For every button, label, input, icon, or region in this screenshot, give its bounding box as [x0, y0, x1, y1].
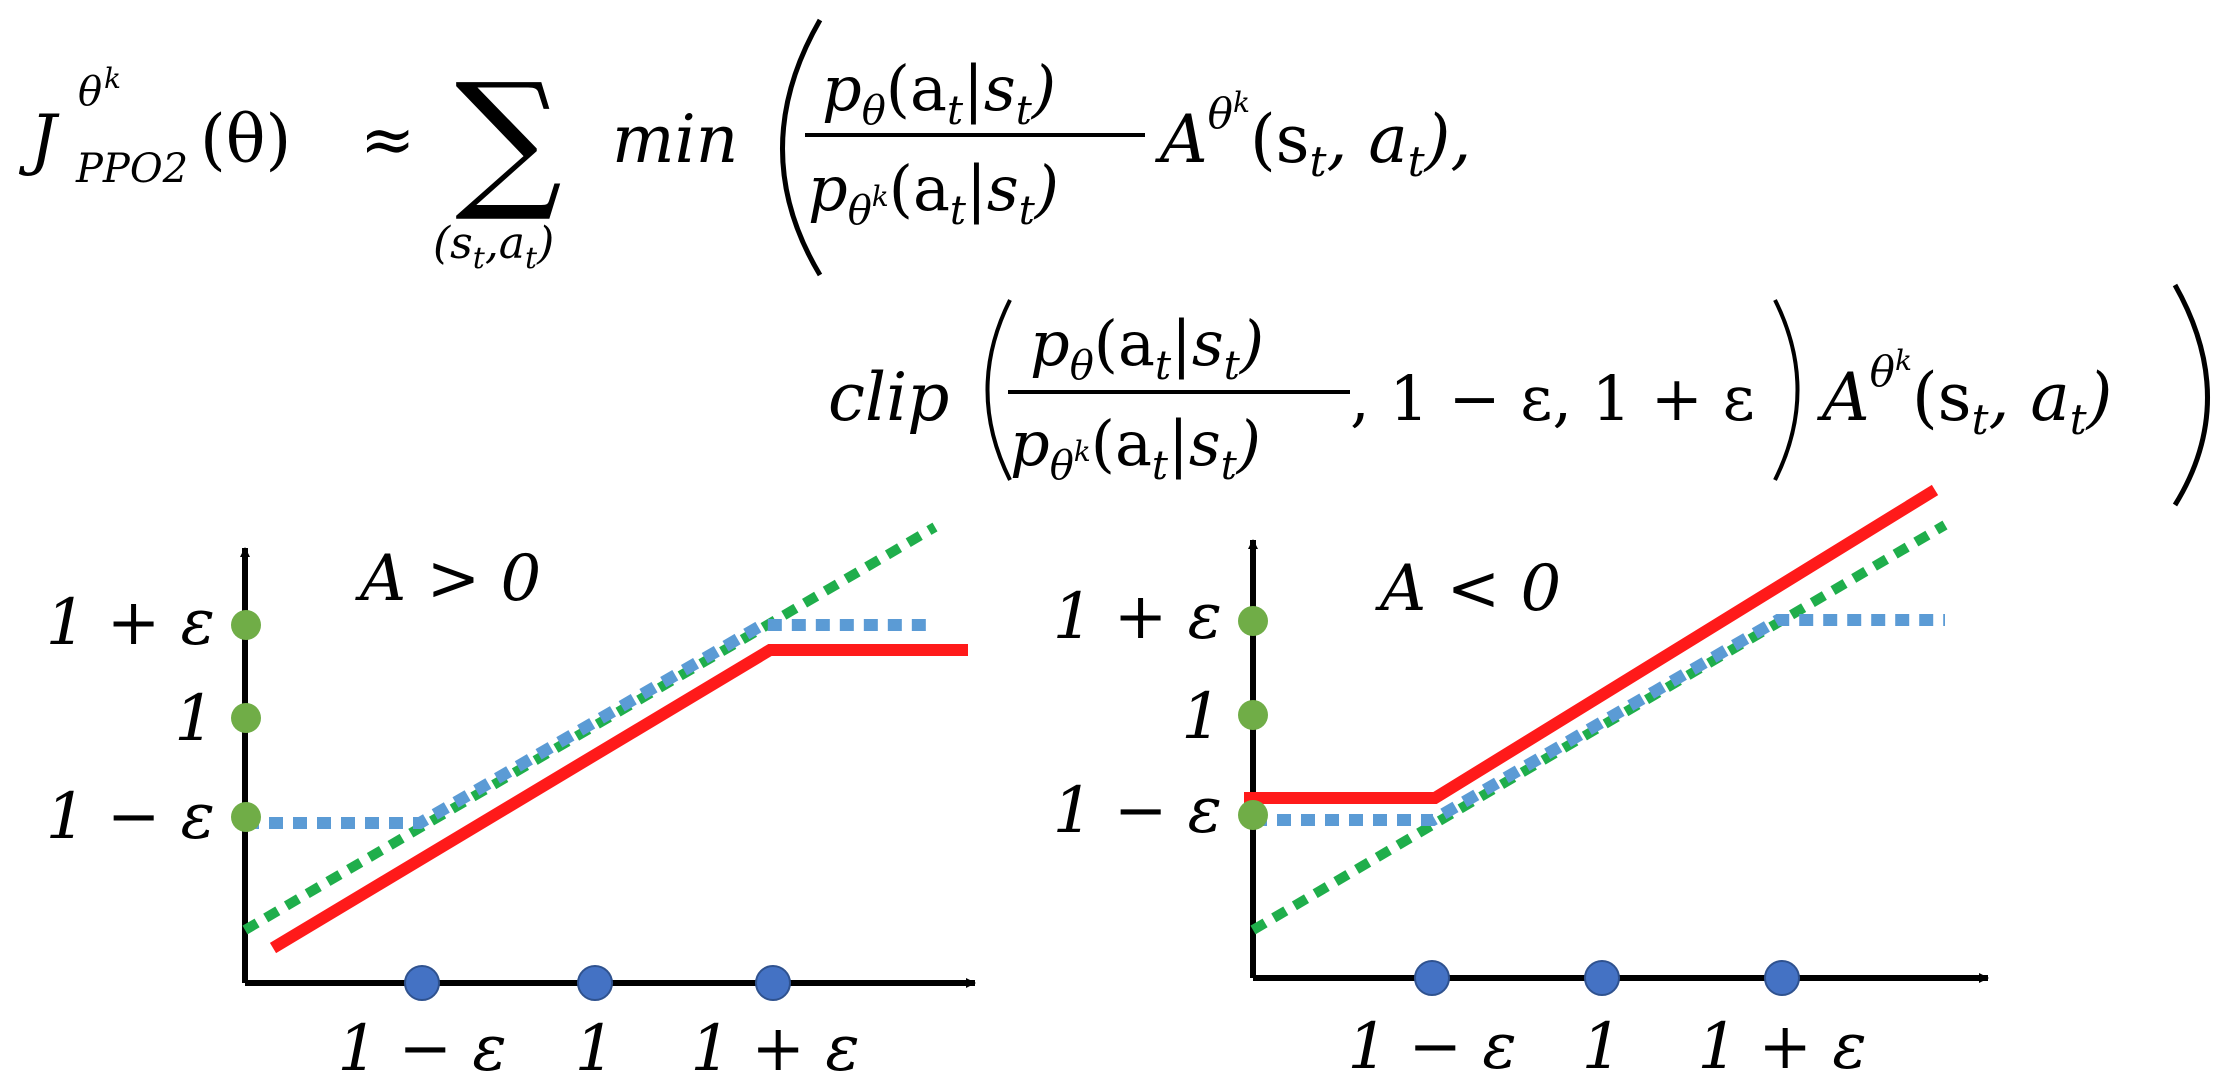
- ratio1-denominator: pθk(at|st): [808, 152, 1059, 234]
- ratio2-denominator: pθk(at|st): [1010, 407, 1261, 489]
- x-tick-label: 1: [1582, 1010, 1623, 1084]
- clip-label: clip: [828, 359, 949, 436]
- clip-close-paren: [1773, 299, 1800, 481]
- sum-index: (st,at): [433, 218, 554, 276]
- x-tick-label: 1 − ε: [1347, 1010, 1516, 1084]
- y-tick-label: 1 + ε: [1053, 580, 1222, 654]
- y-dot-one: [1238, 700, 1268, 730]
- x-dot-one-plus-eps: [1764, 960, 1800, 996]
- ppo2-objective-line: [1244, 484, 1939, 804]
- x-tick-label: 1 + ε: [690, 1012, 859, 1086]
- y-dot-one-plus-eps: [231, 610, 261, 640]
- plot-title: A < 0: [1375, 552, 1561, 626]
- clipped-ratio-line: [245, 619, 935, 829]
- plot-title: A > 0: [355, 542, 541, 616]
- min-open-paren: [780, 18, 823, 277]
- clipped-ratio-line: [1253, 614, 1945, 826]
- y-dot-one-plus-eps: [1238, 606, 1268, 636]
- approx-symbol: ≈: [360, 101, 415, 178]
- x-tick-label: 1 − ε: [337, 1012, 506, 1086]
- unclipped-ratio-line: [1250, 520, 1948, 935]
- min-label: min: [612, 101, 738, 178]
- ratio1-numerator: pθ(at|st): [822, 52, 1056, 134]
- y-tick-label: 1 + ε: [46, 586, 215, 660]
- y-tick-label: 1 − ε: [1053, 774, 1222, 848]
- ppo2-objective-line: [269, 644, 968, 954]
- sum-symbol: ∑: [455, 52, 562, 226]
- lhs-sup: θ: [78, 69, 102, 115]
- unclipped-ratio-line: [242, 522, 938, 935]
- plot-a-positive: A > 0 1 + ε 1 1 − ε 1 − ε 1 1 + ε: [46, 522, 976, 1086]
- lhs-supsup: k: [104, 62, 121, 95]
- y-dot-one: [231, 703, 261, 733]
- x-tick-label: 1: [575, 1012, 616, 1086]
- x-dot-one: [1584, 960, 1620, 996]
- lhs-arg: (θ): [200, 101, 291, 178]
- y-tick-label: 1 − ε: [46, 780, 215, 854]
- clip-bounds: , 1 − ε, 1 + ε: [1350, 362, 1755, 435]
- lhs-sub: PPO2: [75, 146, 188, 192]
- y-dot-one-minus-eps: [231, 802, 261, 832]
- x-dot-one-minus-eps: [404, 965, 440, 1001]
- y-tick-label: 1: [174, 682, 215, 756]
- x-tick-label: 1 + ε: [1697, 1010, 1866, 1084]
- clip-open-paren: [985, 299, 1012, 481]
- lhs-J: J: [18, 101, 60, 178]
- y-dot-one-minus-eps: [1238, 800, 1268, 830]
- ppo2-objective-formula: J θ k PPO2 (θ) ≈ ∑ (st,at) min pθ(at|st)…: [18, 18, 2210, 507]
- x-dot-one-minus-eps: [1414, 960, 1450, 996]
- x-dot-one: [577, 965, 613, 1001]
- ratio2-numerator: pθ(at|st): [1030, 307, 1264, 389]
- x-dot-one-plus-eps: [755, 965, 791, 1001]
- plot-a-negative: A < 0 1 + ε 1 1 − ε 1 − ε 1 1 + ε: [1053, 484, 1989, 1084]
- advantage-term-1: Aθk(st, at),: [1154, 86, 1471, 186]
- y-tick-label: 1: [1181, 680, 1222, 754]
- advantage-term-2: Aθk(st, at): [1816, 344, 2112, 444]
- min-close-paren: [2172, 283, 2210, 507]
